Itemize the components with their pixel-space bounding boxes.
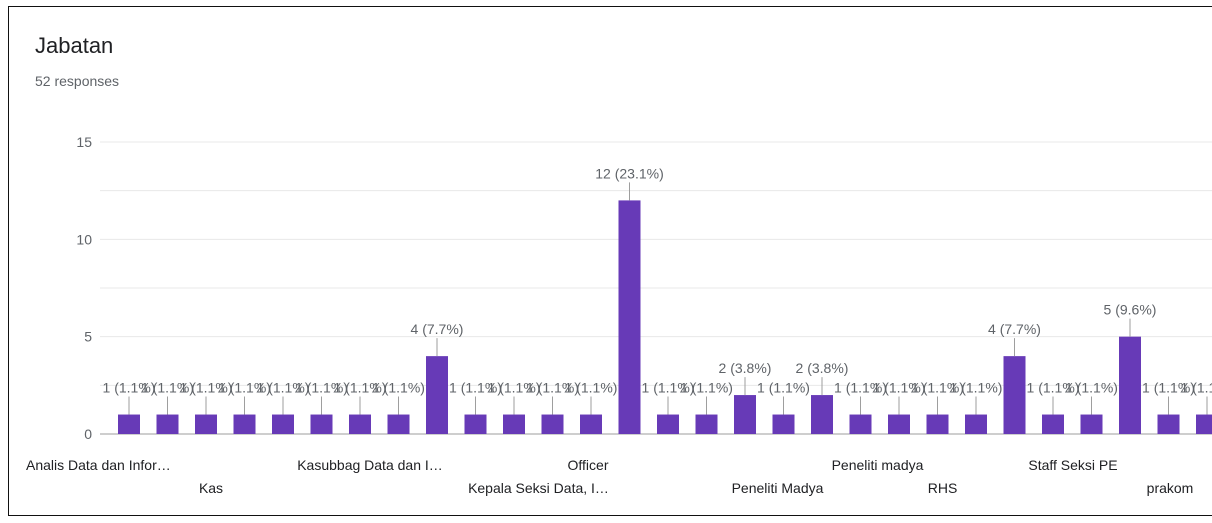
bar <box>426 356 448 434</box>
y-tick-label: 10 <box>76 231 92 247</box>
data-label: 12 (23.1%) <box>595 165 663 181</box>
category-label: Peneliti Madya <box>732 480 824 496</box>
data-label: 1 (1.1%) <box>257 380 310 396</box>
data-label: 1 (1.1%) <box>295 380 348 396</box>
data-label: 5 (9.6%) <box>1104 302 1157 318</box>
bar <box>618 200 641 434</box>
bar <box>1157 414 1180 434</box>
data-label: 1 (1.1%) <box>1142 380 1195 396</box>
bar <box>888 414 910 434</box>
bar <box>965 414 987 434</box>
data-label: 1 (1.1%) <box>180 380 233 396</box>
y-tick-label: 5 <box>84 329 92 345</box>
bar <box>580 414 602 434</box>
data-label: 1 (1.1%) <box>218 380 271 396</box>
bar <box>387 414 410 434</box>
bar <box>695 414 718 434</box>
data-label: 1 (1.1%) <box>141 380 194 396</box>
bar <box>349 414 371 434</box>
data-label: 1 (1.1%) <box>449 380 502 396</box>
bar <box>1080 414 1103 434</box>
data-label: 1 (1.1%) <box>526 380 579 396</box>
bar <box>503 414 525 434</box>
bar <box>657 414 679 434</box>
category-label: Peneliti madya <box>832 457 924 473</box>
y-tick-label: 15 <box>76 134 92 150</box>
category-label: Kas <box>199 480 223 496</box>
category-label: Kepala Seksi Data, I… <box>468 480 609 496</box>
data-label: 1 (1.1%) <box>1065 380 1118 396</box>
data-label: 1 (1.1%) <box>950 380 1003 396</box>
category-label: Staff Seksi PE <box>1028 457 1117 473</box>
data-label: 1 (1.1%) <box>873 380 926 396</box>
bar <box>772 414 795 434</box>
bar <box>849 414 872 434</box>
bar <box>195 414 217 434</box>
bar <box>272 414 294 434</box>
bar <box>541 414 564 434</box>
data-label: 4 (7.7%) <box>411 321 464 337</box>
y-tick-label: 0 <box>84 426 92 442</box>
category-label: Kasubbag Data dan I… <box>297 457 443 473</box>
data-label: 1 (1.1%) <box>1027 380 1080 396</box>
data-label: 1 (1.1%) <box>757 380 810 396</box>
bar <box>811 395 833 434</box>
bar <box>926 414 949 434</box>
bar <box>734 395 756 434</box>
data-label: 1 (1.1%) <box>565 380 618 396</box>
category-label: prakom <box>1147 480 1194 496</box>
bar <box>1196 414 1212 434</box>
data-label: 1 (1.1%) <box>1181 380 1212 396</box>
bar <box>1119 336 1141 434</box>
data-label: 1 (1.1%) <box>642 380 695 396</box>
data-label: 1 (1.1%) <box>372 380 425 396</box>
bar <box>118 414 140 434</box>
data-label: 1 (1.1%) <box>334 380 387 396</box>
bar <box>1003 356 1026 434</box>
data-label: 1 (1.1%) <box>680 380 733 396</box>
data-label: 2 (3.8%) <box>796 360 849 376</box>
data-label: 1 (1.1%) <box>911 380 964 396</box>
data-label: 2 (3.8%) <box>719 360 772 376</box>
bar <box>233 414 256 434</box>
category-label: Officer <box>568 457 609 473</box>
bar <box>310 414 333 434</box>
bar <box>1042 414 1064 434</box>
data-label: 4 (7.7%) <box>988 321 1041 337</box>
bar <box>156 414 179 434</box>
category-label: Analis Data dan Infor… <box>26 457 171 473</box>
category-label: RHS <box>928 480 958 496</box>
data-label: 1 (1.1%) <box>488 380 541 396</box>
bar <box>464 414 487 434</box>
chart-title: Jabatan <box>35 33 114 58</box>
data-label: 1 (1.1%) <box>103 380 156 396</box>
data-label: 1 (1.1%) <box>834 380 887 396</box>
response-count: 52 responses <box>35 73 120 89</box>
